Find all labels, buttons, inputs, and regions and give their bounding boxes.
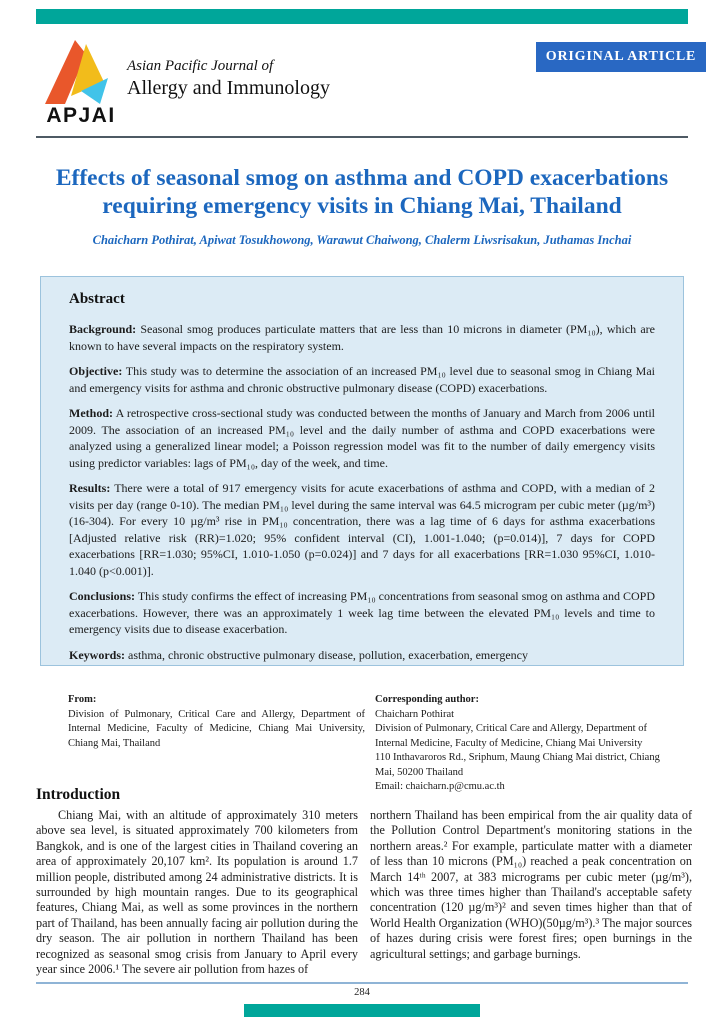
abstract-text-method: A retrospective cross-sectional study wa… bbox=[69, 406, 655, 470]
abstract-label-results: Results: bbox=[69, 481, 111, 495]
abstract-label-conclusions: Conclusions: bbox=[69, 589, 136, 603]
abstract-label-background: Background: bbox=[69, 322, 137, 336]
abstract-label-objective: Objective: bbox=[69, 364, 123, 378]
abstract-paragraph-method: Method: A retrospective cross-sectional … bbox=[69, 405, 655, 471]
article-title: Effects of seasonal smog on asthma and C… bbox=[20, 164, 704, 220]
from-text: Division of Pulmonary, Critical Care and… bbox=[68, 708, 365, 749]
abstract-label-method: Method: bbox=[69, 406, 113, 420]
abstract-text-background: Seasonal smog produces particulate matte… bbox=[69, 322, 655, 353]
journal-name: Asian Pacific Journal of Allergy and Imm… bbox=[127, 57, 330, 101]
introduction-column-1: Chiang Mai, with an altitude of approxim… bbox=[36, 808, 358, 977]
abstract-paragraph-results: Results: There were a total of 917 emerg… bbox=[69, 480, 655, 579]
abstract-paragraph-conclusions: Conclusions: This study confirms the eff… bbox=[69, 588, 655, 638]
corresponding-author-label: Corresponding author: bbox=[375, 694, 479, 705]
header-divider bbox=[36, 136, 688, 138]
introduction-heading: Introduction bbox=[36, 786, 121, 803]
abstract-text-objective: This study was to determine the associat… bbox=[69, 364, 655, 395]
abstract-paragraph-keywords: Keywords: asthma, chronic obstructive pu… bbox=[69, 647, 655, 664]
journal-name-line1: Asian Pacific Journal of bbox=[127, 58, 274, 74]
journal-name-line2: Allergy and Immunology bbox=[127, 77, 330, 99]
corresponding-author-email[interactable]: Email: chaicharn.p@cmu.ac.th bbox=[375, 781, 505, 792]
abstract-text-keywords: asthma, chronic obstructive pulmonary di… bbox=[125, 647, 528, 662]
logo-text: APJAI bbox=[46, 104, 116, 127]
corresponding-author-division: Division of Pulmonary, Critical Care and… bbox=[375, 723, 647, 749]
abstract-heading: Abstract bbox=[69, 291, 125, 307]
bottom-accent-bar bbox=[244, 1004, 480, 1017]
abstract-box: Abstract Background: Seasonal smog produ… bbox=[40, 276, 684, 666]
abstract-text-conclusions: This study confirms the effect of increa… bbox=[69, 589, 655, 636]
abstract-paragraph-background: Background: Seasonal smog produces parti… bbox=[69, 321, 655, 354]
article-title-line1: Effects of seasonal smog on asthma and C… bbox=[55, 165, 669, 191]
introduction-column-2: northern Thailand has been empirical fro… bbox=[370, 808, 692, 961]
corresponding-author-address: 110 Inthavaroros Rd., Sriphum, Maung Chi… bbox=[375, 752, 660, 778]
apjai-logo-icon bbox=[45, 40, 108, 104]
abstract-text-results: There were a total of 917 emergency visi… bbox=[69, 481, 655, 578]
abstract-paragraph-objective: Objective: This study was to determine t… bbox=[69, 363, 655, 396]
apjai-logo: APJAI bbox=[44, 40, 118, 127]
top-accent-bar bbox=[36, 9, 688, 24]
footer-divider bbox=[36, 982, 688, 984]
from-label: From: bbox=[68, 694, 97, 705]
abstract-label-keywords: Keywords: bbox=[69, 647, 125, 662]
corresponding-author-block: Corresponding author: Chaicharn Pothirat… bbox=[375, 693, 681, 795]
page-number: 284 bbox=[354, 987, 370, 998]
corresponding-author-name: Chaicharn Pothirat bbox=[375, 708, 455, 720]
affiliation-from: From: Division of Pulmonary, Critical Ca… bbox=[68, 693, 365, 751]
authors-line: Chaicharn Pothirat, Apiwat Tosukhowong, … bbox=[92, 233, 632, 247]
article-title-line2: requiring emergency visits in Chiang Mai… bbox=[102, 193, 622, 219]
original-article-badge: ORIGINAL ARTICLE bbox=[536, 42, 706, 72]
